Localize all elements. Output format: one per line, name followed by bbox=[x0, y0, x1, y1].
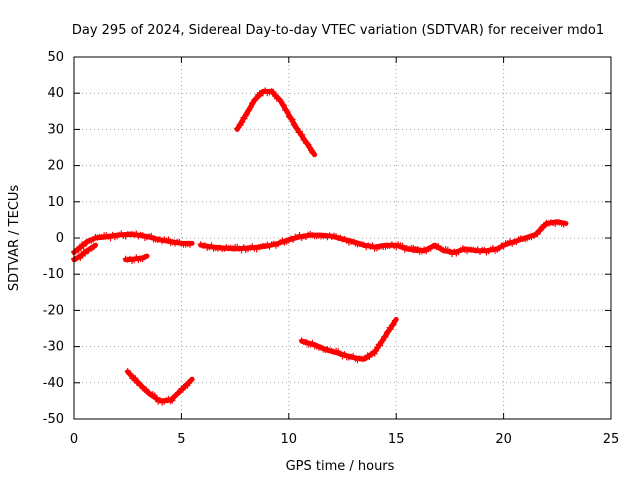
data-point bbox=[270, 88, 277, 95]
y-tick-label: -10 bbox=[43, 267, 64, 282]
x-tick-label: 0 bbox=[70, 432, 78, 447]
data-point bbox=[382, 334, 389, 340]
data-point bbox=[560, 221, 567, 228]
axis-ticks: 0 5 10 15 20 25 -50 -40 -30 -20 -10 0 10 20 30 40 50 bbox=[43, 50, 620, 447]
data-point bbox=[153, 395, 160, 402]
data-point bbox=[77, 245, 84, 252]
data-point bbox=[373, 347, 380, 354]
data-point bbox=[245, 107, 252, 114]
x-tick-label: 5 bbox=[177, 432, 185, 447]
series-high-arc bbox=[234, 87, 318, 158]
data-point bbox=[303, 338, 309, 345]
y-axis-label: SDTVAR / TECUs bbox=[7, 185, 22, 292]
data-point bbox=[366, 354, 373, 360]
data-point bbox=[391, 317, 398, 324]
data-point bbox=[151, 392, 158, 399]
data-point bbox=[253, 95, 260, 102]
y-tick-label: -30 bbox=[43, 340, 64, 355]
data-point bbox=[234, 125, 241, 132]
data-point bbox=[309, 339, 316, 346]
series-short-arc-a bbox=[122, 253, 150, 264]
data-point bbox=[244, 110, 251, 117]
data-point bbox=[241, 115, 248, 122]
series-main-arc-b bbox=[197, 231, 421, 254]
data-point bbox=[299, 131, 306, 138]
y-tick-label: 30 bbox=[47, 122, 64, 137]
data-point bbox=[148, 232, 155, 239]
series-line bbox=[234, 88, 318, 158]
data-point bbox=[247, 104, 254, 111]
x-tick-label: 25 bbox=[603, 432, 620, 447]
y-tick-label: -20 bbox=[43, 303, 64, 318]
data-point bbox=[310, 150, 317, 157]
y-tick-label: 40 bbox=[47, 86, 64, 101]
data-point bbox=[187, 241, 193, 248]
data-point bbox=[107, 235, 114, 242]
data-point bbox=[305, 141, 312, 148]
data-point bbox=[141, 254, 148, 261]
data-point bbox=[280, 102, 287, 109]
x-tick-label: 20 bbox=[495, 432, 512, 447]
series-low-arc-b bbox=[298, 316, 399, 364]
y-tick-label: 20 bbox=[47, 159, 64, 174]
data-point bbox=[249, 100, 255, 107]
data-point bbox=[90, 244, 97, 251]
series-main-arc-a bbox=[71, 230, 195, 255]
plot-area bbox=[71, 87, 569, 406]
y-tick-label: -40 bbox=[43, 376, 64, 391]
x-axis-label: GPS time / hours bbox=[286, 459, 395, 474]
y-tick-label: 10 bbox=[47, 195, 64, 210]
data-point bbox=[165, 236, 172, 243]
data-point bbox=[239, 119, 246, 126]
data-point bbox=[389, 322, 396, 329]
y-tick-label: 0 bbox=[56, 231, 64, 246]
data-point bbox=[288, 115, 295, 122]
data-point bbox=[169, 397, 176, 404]
data-point bbox=[179, 386, 186, 393]
data-point bbox=[290, 236, 297, 243]
chart-title: Day 295 of 2024, Sidereal Day-to-day VTE… bbox=[72, 23, 604, 38]
series-line bbox=[299, 316, 399, 362]
data-point bbox=[127, 371, 134, 378]
data-point bbox=[387, 326, 394, 333]
data-point bbox=[306, 144, 313, 151]
data-point bbox=[187, 377, 194, 384]
data-point bbox=[79, 252, 86, 259]
data-point bbox=[500, 243, 507, 250]
data-point bbox=[390, 321, 397, 328]
x-tick-label: 10 bbox=[281, 432, 298, 447]
y-tick-label: -50 bbox=[43, 412, 64, 427]
series-main-arc-c bbox=[410, 219, 569, 258]
data-point bbox=[132, 375, 139, 382]
data-point bbox=[296, 128, 303, 135]
data-point bbox=[309, 149, 316, 156]
series-low-arc-a bbox=[124, 367, 195, 406]
data-point bbox=[279, 101, 286, 108]
data-point bbox=[289, 116, 296, 123]
data-point bbox=[383, 329, 390, 336]
data-point bbox=[341, 351, 348, 358]
data-point bbox=[379, 337, 386, 344]
data-point bbox=[534, 231, 541, 238]
data-point bbox=[284, 109, 291, 116]
data-point bbox=[237, 122, 244, 128]
x-tick-label: 15 bbox=[388, 432, 405, 447]
data-point bbox=[537, 227, 544, 234]
y-tick-label: 50 bbox=[47, 50, 64, 65]
data-point bbox=[208, 242, 215, 249]
data-point bbox=[369, 242, 376, 249]
data-point bbox=[399, 242, 406, 249]
